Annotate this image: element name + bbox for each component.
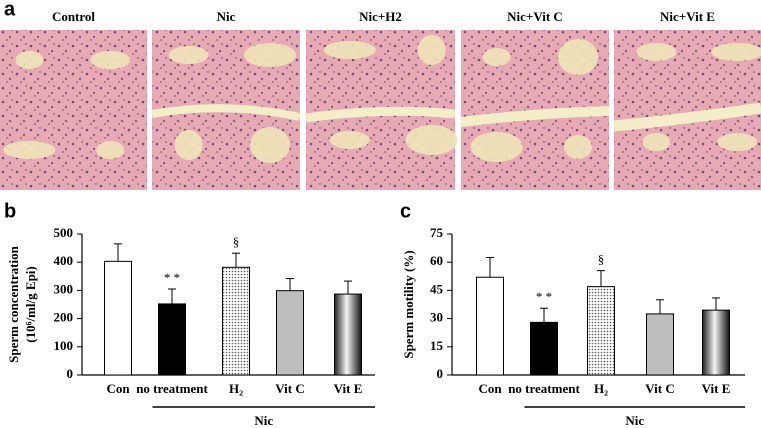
interstitium — [305, 106, 456, 123]
group-label: Nic — [254, 413, 273, 428]
lumen — [250, 127, 290, 163]
lumen — [417, 35, 446, 65]
panel-label: c — [400, 200, 411, 222]
lumen — [470, 132, 523, 162]
lumen — [636, 43, 677, 61]
y-tick-label: 45 — [430, 281, 444, 296]
lumen — [3, 141, 56, 159]
lumen — [482, 48, 511, 66]
lumen — [642, 133, 671, 151]
lumen — [168, 46, 209, 64]
y-tick-label: 15 — [430, 338, 444, 353]
y-tick-label: 100 — [54, 338, 74, 353]
bar — [702, 309, 730, 376]
x-tick-label: Vit C — [645, 381, 675, 396]
image-title: Nic+H2 — [359, 9, 402, 24]
y-tick-label: 30 — [430, 310, 443, 325]
lumen — [711, 43, 761, 61]
y-axis-label: Sperm concentration — [6, 245, 21, 362]
lumen — [15, 51, 44, 69]
x-tick-label: no treatment — [508, 381, 580, 396]
interstitium — [151, 104, 301, 121]
image-title: Nic+Vit E — [660, 9, 715, 24]
bar — [334, 293, 362, 376]
bar — [587, 286, 615, 376]
lumen — [96, 141, 125, 159]
x-tick-label: H₂ — [594, 381, 608, 396]
annotation: § — [598, 252, 605, 267]
y-tick-label: 75 — [430, 225, 444, 240]
lumen — [329, 131, 370, 149]
x-tick-label: Con — [106, 381, 130, 396]
lumen — [323, 41, 376, 59]
y-tick-label: 200 — [54, 310, 74, 325]
y-tick-label: 500 — [54, 225, 74, 240]
image-title: Nic — [217, 9, 236, 24]
image-title: Control — [52, 9, 95, 24]
panel-label: a — [4, 0, 16, 20]
panel-label: b — [4, 200, 16, 222]
lumen — [564, 135, 592, 159]
group-label: Nic — [625, 413, 644, 428]
y-tick-label: 0 — [437, 366, 444, 381]
bar — [530, 321, 558, 376]
x-tick-label: Con — [478, 381, 502, 396]
lumen — [244, 43, 296, 67]
y-axis-label: (10⁶/ml/g Epi) — [23, 266, 38, 342]
y-axis-label: Sperm motility (%) — [401, 250, 416, 358]
lumen — [90, 51, 131, 69]
annotation: * * — [536, 289, 552, 304]
image-title: Nic+Vit C — [507, 9, 563, 24]
y-tick-label: 300 — [54, 281, 74, 296]
bar — [276, 290, 304, 376]
bar — [476, 276, 504, 376]
x-tick-label: no treatment — [136, 381, 208, 396]
lumen — [717, 133, 758, 151]
annotation: * * — [164, 270, 180, 285]
x-tick-label: Vit E — [334, 381, 363, 396]
interstitium — [460, 106, 610, 127]
histology-row — [0, 30, 761, 190]
bar — [222, 266, 250, 376]
lumen — [174, 130, 203, 160]
y-tick-label: 400 — [54, 253, 74, 268]
lumen — [405, 125, 458, 155]
y-tick-label: 60 — [430, 253, 443, 268]
lumen — [558, 39, 598, 75]
annotation: § — [233, 234, 240, 249]
interstitium — [613, 102, 761, 132]
y-tick-label: 0 — [67, 366, 74, 381]
bar — [646, 313, 674, 376]
x-tick-label: H₂ — [229, 381, 243, 396]
bar — [104, 260, 132, 376]
x-tick-label: Vit E — [702, 381, 731, 396]
bar — [158, 303, 186, 376]
x-tick-label: Vit C — [275, 381, 305, 396]
